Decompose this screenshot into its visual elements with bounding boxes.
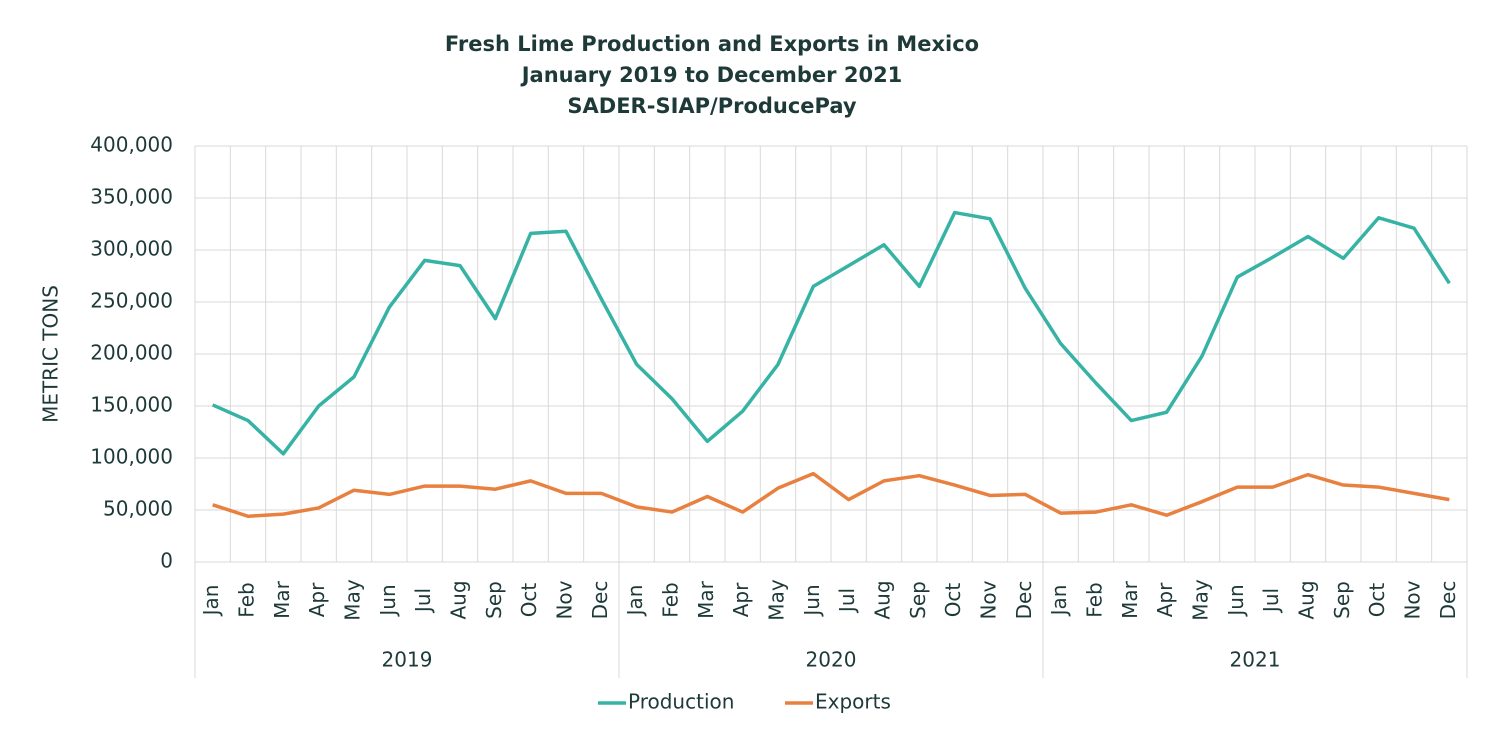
x-tick-label: May — [1189, 579, 1213, 621]
x-tick-label: Nov — [553, 580, 577, 619]
legend-label: Exports — [815, 690, 891, 714]
x-tick-label: Aug — [871, 580, 895, 619]
x-tick-label: Feb — [659, 582, 683, 617]
y-tick-label: 200,000 — [90, 341, 173, 365]
x-group-label: 2020 — [806, 648, 857, 672]
x-tick-label: Jan — [623, 585, 647, 618]
x-tick-label: Nov — [1401, 580, 1425, 619]
y-tick-label: 300,000 — [90, 237, 173, 261]
x-tick-label: Jun — [1224, 584, 1248, 617]
y-axis-label: METRIC TONS — [39, 285, 63, 423]
x-tick-label: Jan — [1047, 585, 1071, 618]
x-tick-label: Jul — [1259, 588, 1283, 614]
x-tick-label: Jul — [411, 588, 435, 614]
x-tick-label: Sep — [1330, 581, 1354, 619]
data-line — [212, 471, 1450, 518]
chart-title: Fresh Lime Production and Exports in Mex… — [445, 32, 979, 56]
x-tick-label: Dec — [588, 581, 612, 620]
x-tick-label: Apr — [1153, 582, 1177, 617]
x-tick-label: Apr — [305, 582, 329, 617]
x-tick-label: Aug — [447, 580, 471, 619]
x-tick-label: Nov — [977, 580, 1001, 619]
x-group-label: 2019 — [382, 648, 433, 672]
x-tick-label: Sep — [482, 581, 506, 619]
x-tick-label: Mar — [694, 580, 718, 619]
chart-subtitle: January 2019 to December 2021 — [520, 63, 903, 87]
x-tick-label: Jun — [376, 584, 400, 617]
x-tick-label: Jul — [835, 588, 859, 614]
x-tick-label: Mar — [270, 580, 294, 619]
x-tick-label: May — [341, 579, 365, 621]
y-tick-label: 50,000 — [103, 497, 173, 521]
x-tick-label: Jun — [800, 584, 824, 617]
y-tick-label: 0 — [160, 549, 173, 573]
y-tick-label: 250,000 — [90, 289, 173, 313]
data-line — [211, 210, 1451, 456]
y-tick-label: 100,000 — [90, 445, 173, 469]
x-tick-label: Dec — [1436, 581, 1460, 620]
x-tick-label: Feb — [235, 582, 259, 617]
x-tick-label: Mar — [1118, 580, 1142, 619]
x-tick-label: May — [765, 579, 789, 621]
x-tick-label: Feb — [1083, 582, 1107, 617]
x-tick-label: Oct — [517, 583, 541, 618]
y-tick-label: 400,000 — [90, 133, 173, 157]
legend-label: Production — [628, 690, 734, 714]
x-tick-label: Dec — [1012, 581, 1036, 620]
x-tick-label: Oct — [1365, 583, 1389, 618]
x-tick-label: Sep — [906, 581, 930, 619]
y-tick-label: 150,000 — [90, 393, 173, 417]
x-tick-label: Apr — [729, 582, 753, 617]
chart-subtitle: SADER-SIAP/ProducePay — [567, 94, 856, 118]
x-group-label: 2021 — [1230, 648, 1281, 672]
y-tick-label: 350,000 — [90, 185, 173, 209]
x-tick-label: Jan — [199, 585, 223, 618]
x-tick-label: Oct — [941, 583, 965, 618]
x-tick-label: Aug — [1295, 580, 1319, 619]
